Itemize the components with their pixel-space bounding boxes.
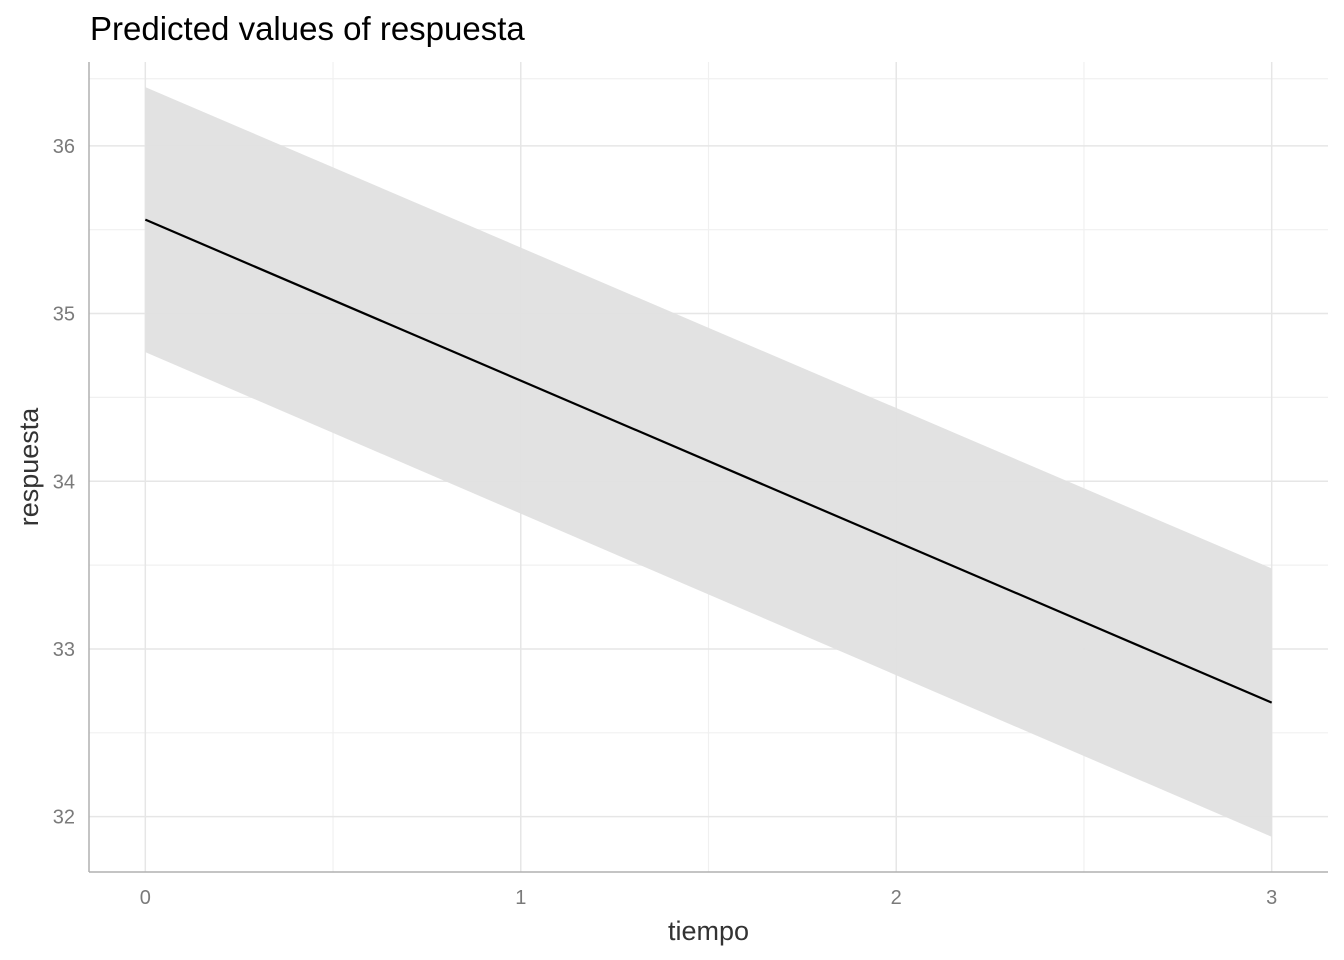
y-tick-label: 32: [53, 807, 75, 829]
y-tick-label: 34: [53, 471, 75, 493]
x-tick-label: 0: [140, 887, 151, 909]
x-tick-label: 1: [515, 887, 526, 909]
y-axis-title: respuesta: [14, 407, 44, 527]
y-tick-label: 36: [53, 136, 75, 158]
x-tick-label: 3: [1266, 887, 1277, 909]
x-tick-label: 2: [891, 887, 902, 909]
y-tick-label: 35: [53, 304, 75, 326]
y-tick-labels: 32 33 34 35 36: [53, 136, 75, 829]
chart-title: Predicted values of respuesta: [90, 10, 525, 47]
y-tick-label: 33: [53, 639, 75, 661]
prediction-line: [144, 218, 1273, 704]
prediction-line-layer: [144, 218, 1273, 704]
x-axis-title: tiempo: [668, 916, 749, 946]
x-tick-labels: 0 1 2 3: [140, 887, 1277, 909]
